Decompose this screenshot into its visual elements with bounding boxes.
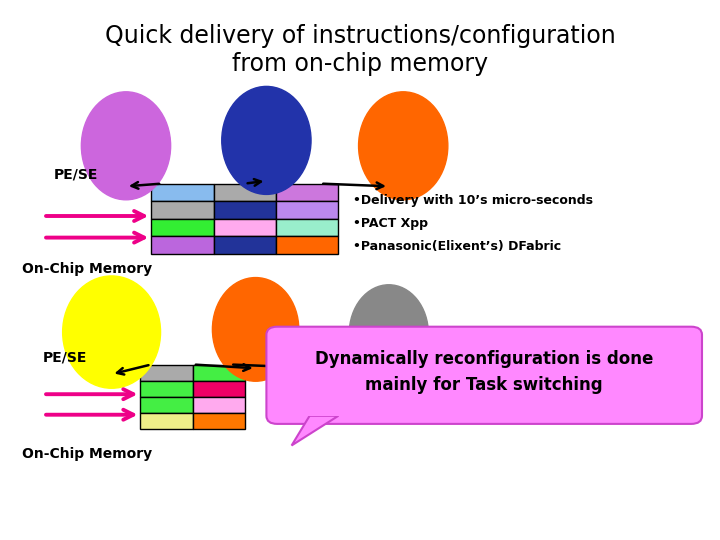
Bar	[214, 184, 276, 201]
Polygon shape	[292, 416, 338, 446]
Ellipse shape	[222, 86, 311, 194]
Bar	[140, 381, 193, 397]
Bar	[151, 184, 214, 201]
Text: •Panasonic(Elixent’s) DFabric: •Panasonic(Elixent’s) DFabric	[353, 240, 561, 253]
Bar	[276, 237, 338, 254]
Text: Quick delivery of instructions/configuration
from on-chip memory: Quick delivery of instructions/configura…	[104, 24, 616, 76]
Text: On-Chip Memory: On-Chip Memory	[22, 262, 152, 276]
Bar	[214, 237, 276, 254]
Bar	[295, 411, 367, 416]
Ellipse shape	[212, 278, 299, 381]
Text: mainly for Task switching: mainly for Task switching	[365, 376, 603, 394]
Text: On-Chip Memory: On-Chip Memory	[22, 447, 152, 461]
Bar	[193, 413, 245, 429]
Ellipse shape	[359, 92, 448, 200]
Ellipse shape	[81, 92, 171, 200]
Text: Dynamically reconfiguration is done: Dynamically reconfiguration is done	[315, 350, 653, 368]
Text: PE/SE: PE/SE	[43, 351, 88, 365]
Bar	[193, 364, 245, 381]
Text: PE/SE: PE/SE	[54, 167, 99, 181]
FancyBboxPatch shape	[266, 327, 702, 424]
Bar	[140, 413, 193, 429]
Text: •PACT Xpp: •PACT Xpp	[353, 217, 428, 230]
Bar	[151, 201, 214, 219]
Bar	[276, 219, 338, 237]
Bar	[214, 201, 276, 219]
Bar	[140, 397, 193, 413]
Text: •Delivery with 10’s micro-seconds: •Delivery with 10’s micro-seconds	[353, 194, 593, 207]
Bar	[214, 219, 276, 237]
Ellipse shape	[349, 285, 428, 383]
Bar	[151, 237, 214, 254]
Bar	[193, 381, 245, 397]
Ellipse shape	[63, 276, 161, 388]
Bar	[276, 184, 338, 201]
Bar	[151, 219, 214, 237]
Bar	[140, 364, 193, 381]
Bar	[193, 397, 245, 413]
Bar	[276, 201, 338, 219]
